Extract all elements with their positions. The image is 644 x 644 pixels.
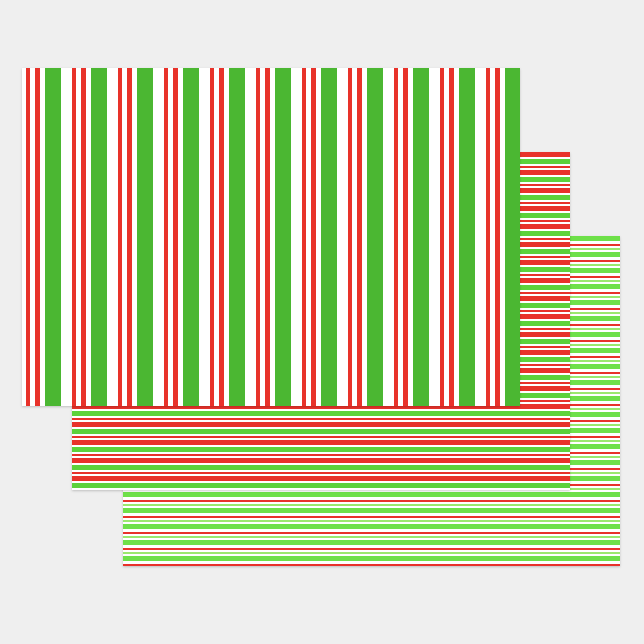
sheet-1: [22, 68, 520, 406]
